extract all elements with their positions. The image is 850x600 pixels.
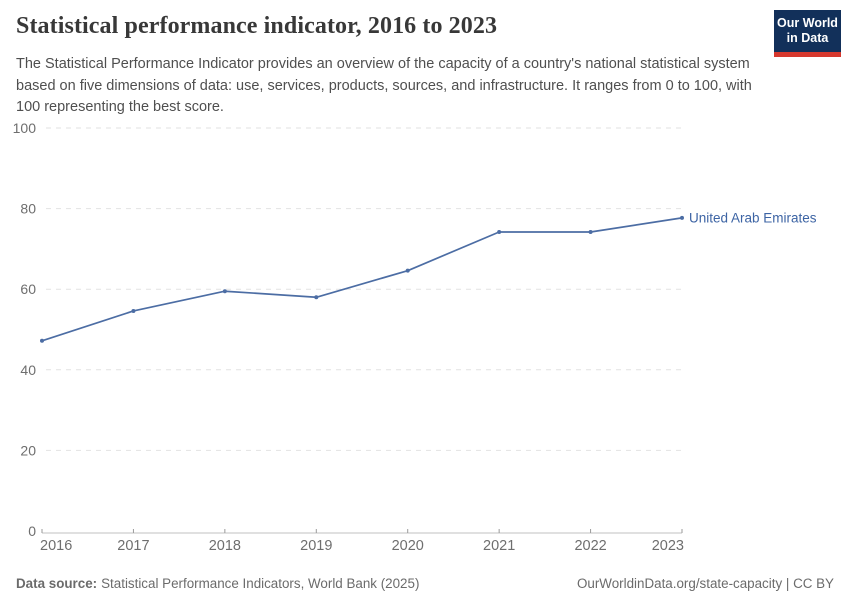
y-axis-label: 20 [20,442,36,458]
x-axis-label: 2021 [483,538,515,554]
footer-link[interactable]: OurWorldinData.org/state-capacity | CC B… [576,575,834,591]
series-point [131,308,136,313]
y-axis-label: 40 [20,362,36,378]
page-title: Statistical performance indicator, 2016 … [16,13,498,39]
x-axis-label: 2020 [392,538,424,554]
series-point [497,229,502,234]
series-point [222,289,227,294]
series-point [314,295,319,300]
data-source-value: Statistical Performance Indicators, Worl… [101,575,420,591]
chart-svg: 0 20 40 60 80 100 2016 2017 2018 2019 2020 2021 2022… [13,120,817,554]
x-axis-label: 2023 [652,538,684,554]
series-point [588,229,593,234]
y-axis-label: 100 [13,120,37,136]
y-axis-label: 60 [20,281,36,297]
x-axis-label: 2019 [300,538,332,554]
owid-logo-line1: Our World [777,16,838,30]
series-point [680,215,684,220]
owid-logo[interactable]: Our World in Data [774,10,841,57]
x-axis-label: 2022 [574,538,606,554]
y-axis-label: 80 [20,201,36,217]
x-axis-label: 2018 [209,538,241,554]
data-source-label: Data source: [16,575,98,591]
y-axis-label: 0 [28,523,36,539]
x-axis-label: 2016 [40,538,72,554]
series-point [405,268,410,273]
chart-footer: Data source: Statistical Performance Indi… [0,566,850,600]
owid-logo-line2: in Data [786,31,829,46]
series-line [41,217,683,342]
series-label[interactable]: United Arab Emirates [689,210,817,225]
chart-subtitle: The Statistical Performance Indicator pr… [16,56,752,115]
x-axis-label: 2017 [117,538,149,554]
series-point [40,338,44,343]
data-source: Data source: Statistical Performance Indi… [16,576,419,591]
